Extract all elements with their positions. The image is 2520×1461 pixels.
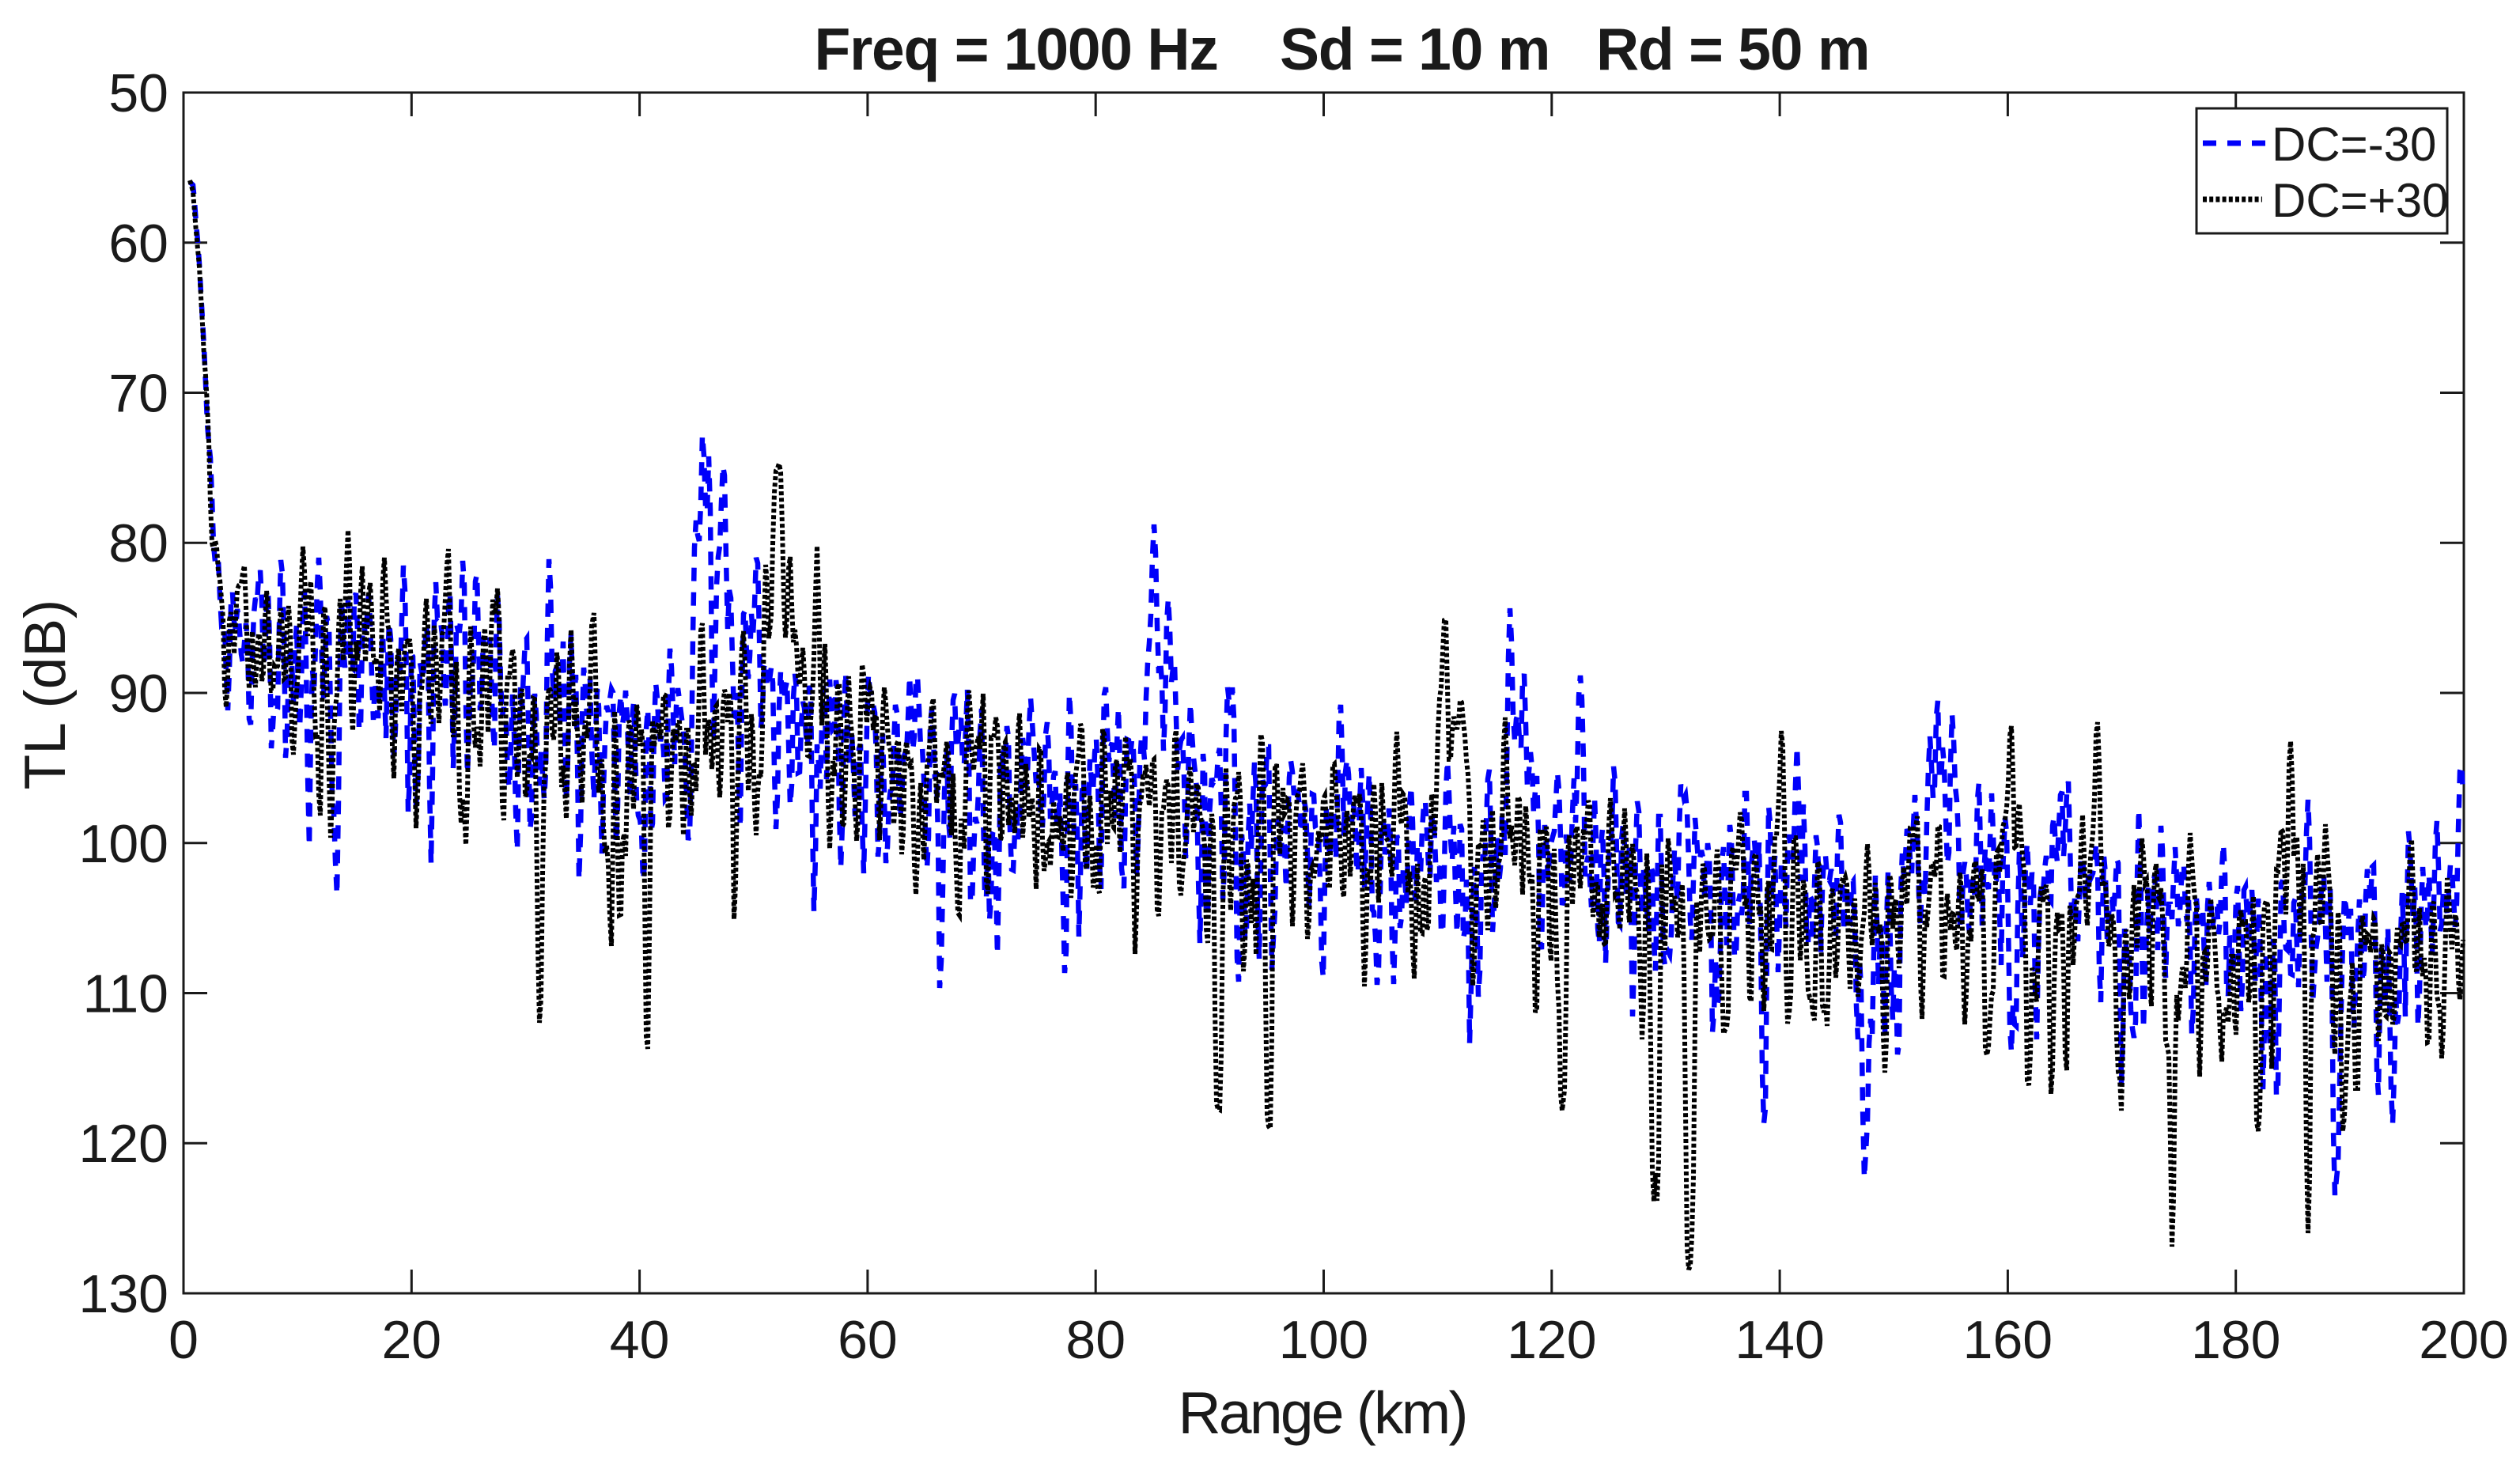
svg-text:TL (dB): TL (dB)	[13, 600, 78, 790]
svg-text:70: 70	[108, 364, 168, 424]
svg-text:140: 140	[1735, 1310, 1824, 1370]
svg-text:130: 130	[79, 1264, 168, 1324]
svg-text:120: 120	[79, 1114, 168, 1174]
svg-text:90: 90	[108, 664, 168, 724]
svg-text:60: 60	[838, 1310, 898, 1370]
svg-text:80: 80	[1065, 1310, 1126, 1370]
svg-text:80: 80	[108, 513, 168, 573]
svg-text:0: 0	[168, 1310, 199, 1370]
svg-text:Freq = 1000 Hz Sd = 10 m: Freq = 1000 Hz Sd = 10 m Rd = 50 m	[815, 16, 1871, 82]
svg-text:20: 20	[381, 1310, 441, 1370]
svg-text:160: 160	[1963, 1310, 2053, 1370]
svg-text:DC=+30: DC=+30	[2272, 174, 2448, 227]
svg-text:200: 200	[2419, 1310, 2508, 1370]
svg-text:100: 100	[1279, 1310, 1368, 1370]
svg-text:110: 110	[83, 964, 168, 1024]
svg-text:120: 120	[1507, 1310, 1596, 1370]
svg-text:Range (km): Range (km)	[1179, 1380, 1469, 1446]
svg-text:60: 60	[108, 214, 168, 274]
svg-text:40: 40	[610, 1310, 670, 1370]
svg-text:180: 180	[2191, 1310, 2280, 1370]
svg-text:50: 50	[108, 63, 168, 123]
svg-text:100: 100	[79, 814, 168, 874]
svg-text:DC=-30: DC=-30	[2272, 118, 2436, 171]
